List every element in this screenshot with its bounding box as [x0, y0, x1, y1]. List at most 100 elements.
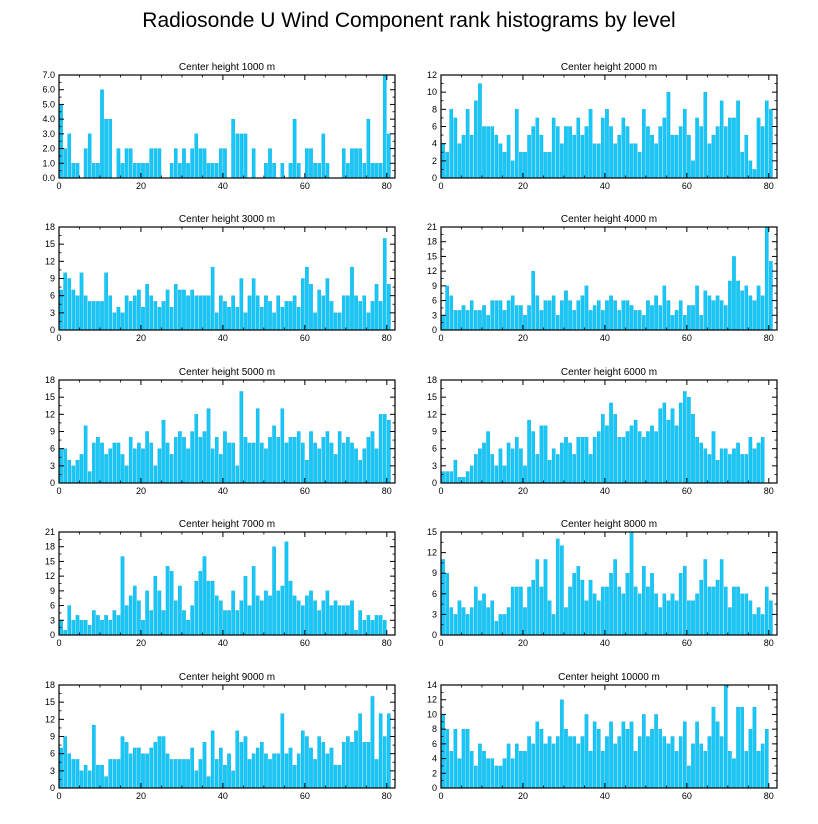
- histogram-bar: [79, 454, 84, 484]
- histogram-bar: [596, 431, 601, 484]
- histogram-bar: [531, 126, 535, 179]
- histogram-bar: [202, 431, 207, 484]
- histogram-bar: [658, 126, 663, 179]
- histogram-bar: [670, 593, 675, 636]
- histogram-bar: [173, 600, 178, 636]
- histogram-bar: [465, 310, 470, 331]
- histogram-bar: [116, 306, 121, 331]
- histogram-bar: [169, 306, 174, 331]
- histogram-bar: [613, 414, 617, 484]
- y-tick-label: 15: [45, 556, 55, 566]
- histogram-bar: [137, 442, 141, 484]
- histogram-bar: [288, 580, 293, 636]
- histogram-bar: [157, 590, 162, 636]
- x-tick-label: 20: [518, 181, 528, 191]
- histogram-bar: [182, 610, 186, 636]
- histogram-bar: [555, 454, 560, 484]
- histogram-bar: [210, 266, 215, 331]
- histogram-bar: [711, 300, 716, 331]
- y-tick-label: 9: [50, 586, 55, 596]
- histogram-bar: [92, 724, 96, 789]
- histogram-bar: [309, 148, 313, 179]
- histogram-bar: [239, 278, 244, 331]
- x-tick-label: 0: [438, 486, 443, 496]
- y-tick-label: 3: [50, 615, 55, 625]
- histogram-bar: [502, 614, 507, 636]
- y-tick-label: 6: [432, 296, 437, 306]
- panel-title: Center height 1000 m: [179, 62, 275, 73]
- histogram-bar: [625, 431, 630, 484]
- histogram-bar: [382, 414, 387, 484]
- histogram-bar: [301, 605, 305, 636]
- histogram-bar: [560, 545, 564, 636]
- histogram-panel-2: Center height 2000 m 0 20 40 60 80 0 2 4 6 8 10 12: [427, 62, 778, 191]
- histogram-bar: [568, 736, 572, 789]
- histogram-bar: [617, 437, 622, 484]
- histogram-bar: [629, 143, 634, 179]
- y-tick-label: 0: [50, 478, 55, 488]
- histogram-bar: [264, 753, 268, 789]
- histogram-bar: [370, 301, 375, 331]
- histogram-bar: [239, 600, 244, 636]
- y-tick-label: 12: [45, 714, 55, 724]
- histogram-bar: [206, 163, 211, 179]
- histogram-bar: [728, 454, 732, 484]
- histogram-bar: [564, 290, 568, 331]
- histogram-bar: [465, 614, 470, 636]
- histogram-bar: [756, 285, 761, 331]
- histogram-bar: [736, 706, 740, 789]
- histogram-bar: [687, 600, 691, 636]
- histogram-bar: [551, 743, 556, 789]
- histogram-bar: [617, 586, 622, 636]
- histogram-bar: [67, 753, 72, 789]
- y-tick-label: 6: [50, 291, 55, 301]
- histogram-bar: [190, 605, 194, 636]
- x-tick-label: 60: [300, 486, 310, 496]
- x-tick-label: 0: [438, 791, 443, 801]
- x-tick-label: 80: [382, 638, 392, 648]
- histogram-bar: [382, 74, 387, 179]
- histogram-bar: [301, 442, 305, 484]
- histogram-bar: [128, 437, 133, 484]
- histogram-bar: [498, 765, 503, 789]
- histogram-bar: [186, 620, 190, 636]
- histogram-bar: [617, 134, 622, 179]
- histogram-bar: [75, 615, 80, 636]
- histogram-bar: [214, 437, 219, 484]
- histogram-bar: [120, 163, 125, 179]
- histogram-bar: [474, 586, 478, 636]
- histogram-bar: [63, 736, 67, 789]
- histogram-bar: [719, 736, 724, 789]
- y-tick-label: 0: [432, 630, 437, 640]
- histogram-bar: [235, 465, 240, 484]
- histogram-bar: [760, 743, 765, 789]
- x-tick-label: 20: [518, 486, 528, 496]
- histogram-bar: [588, 109, 593, 179]
- histogram-bar: [666, 419, 671, 484]
- histogram-bar: [104, 615, 108, 636]
- histogram-panel-9: Center height 9000 m 0 20 40 60 80 0 3 6 9 12 15 18: [45, 672, 396, 801]
- histogram-bar: [243, 133, 248, 179]
- histogram-bar: [617, 310, 622, 331]
- x-tick-label: 20: [136, 791, 146, 801]
- histogram-bar: [691, 414, 695, 484]
- histogram-bar: [519, 152, 523, 179]
- histogram-bar: [96, 437, 100, 484]
- histogram-bar: [515, 109, 519, 179]
- histogram-bar: [374, 163, 379, 179]
- y-tick-label: 18: [45, 542, 55, 552]
- histogram-panel-3: Center height 3000 m 0 20 40 60 80 0 3 6 9 12 15 18: [45, 214, 396, 343]
- histogram-bar: [515, 305, 519, 331]
- x-tick-label: 80: [382, 791, 392, 801]
- histogram-bar: [178, 759, 182, 789]
- histogram-bar: [182, 289, 186, 331]
- histogram-bar: [637, 152, 642, 179]
- histogram-bar: [756, 751, 761, 789]
- histogram-bar: [699, 315, 703, 331]
- histogram-bar: [186, 163, 190, 179]
- histogram-bar: [760, 295, 765, 331]
- histogram-bar: [214, 163, 219, 179]
- histogram-bar: [711, 706, 716, 789]
- histogram-bar: [723, 586, 728, 636]
- histogram-bar: [572, 310, 576, 331]
